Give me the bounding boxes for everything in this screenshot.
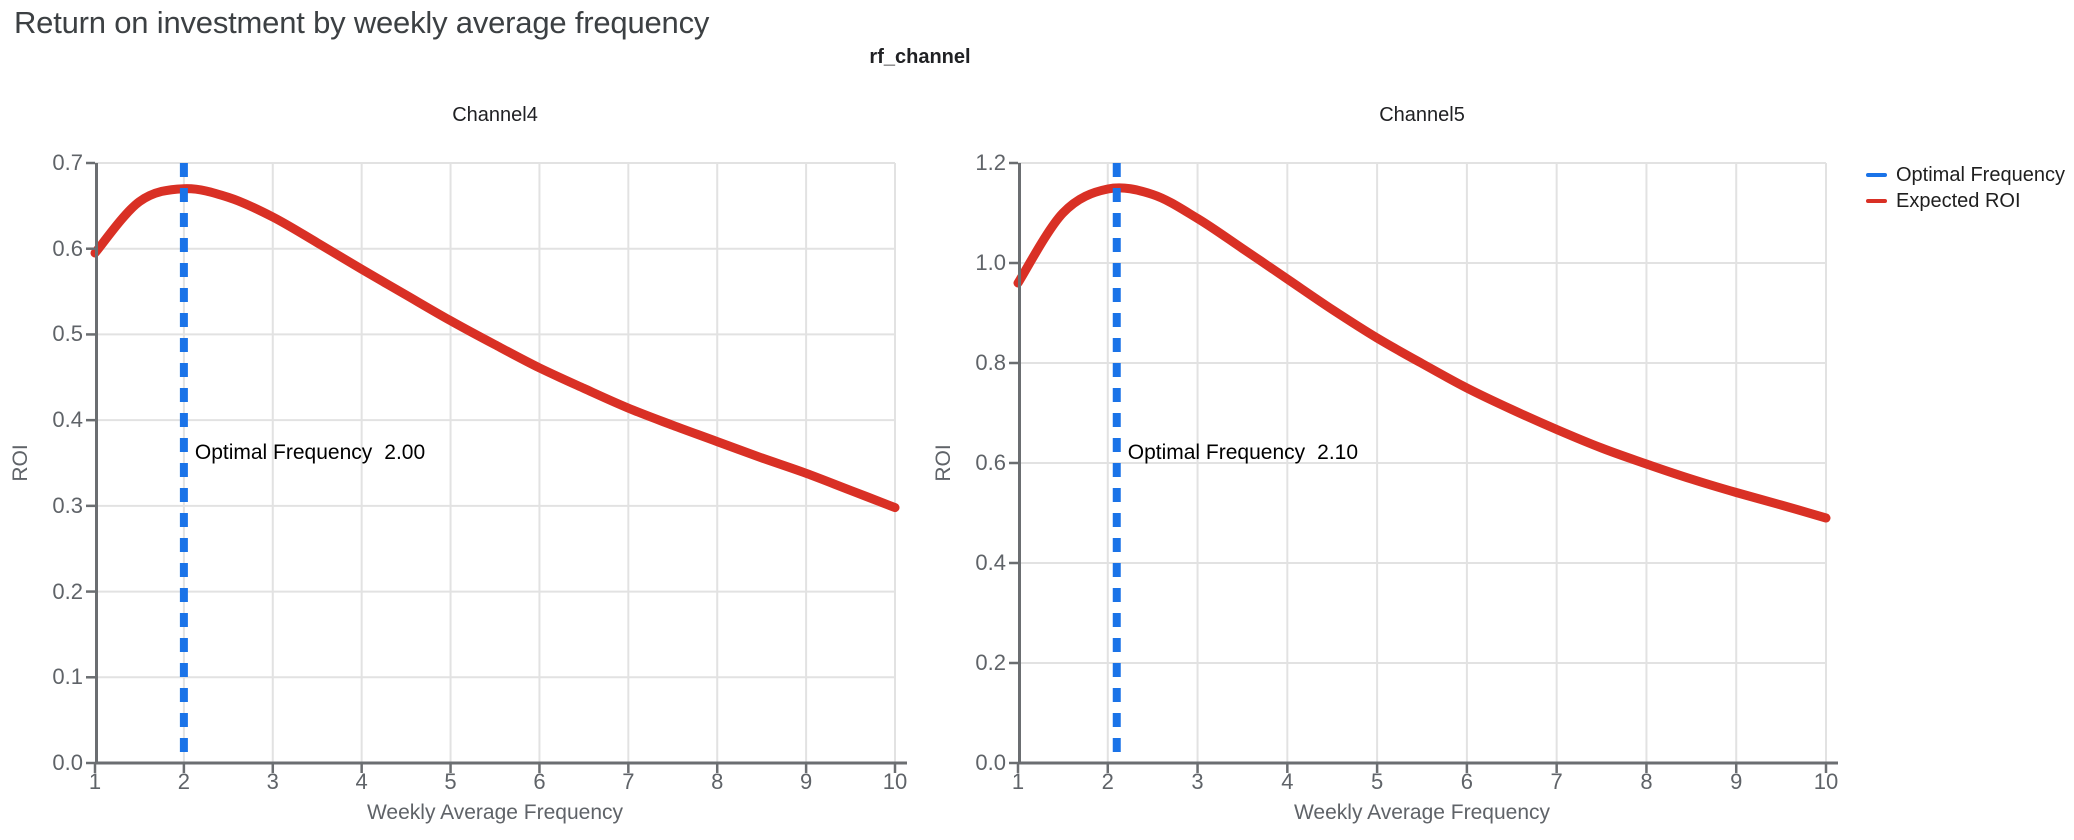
x-tick-label: 7 (622, 769, 635, 794)
y-tick-label: 0.5 (52, 321, 83, 347)
x-axis-label: Weekly Average Frequency (1293, 801, 1551, 824)
annotation-value: 2.10 (1317, 441, 1359, 464)
x-axis-label: Weekly Average Frequency (366, 801, 624, 824)
page-title: Return on investment by weekly average f… (14, 5, 710, 40)
x-tick-label: 2 (177, 769, 190, 794)
annotation-label: Optimal Frequency (194, 441, 373, 464)
plot-area (86, 161, 907, 773)
legend-item-label: Optimal Frequency (1896, 163, 2065, 186)
y-tick-label: 0.0 (52, 750, 83, 775)
x-tick-label: 10 (882, 769, 908, 794)
annotation-value: 2.00 (384, 441, 426, 464)
y-tick-label: 0.4 (975, 550, 1006, 575)
y-tick-label: 0.0 (975, 750, 1006, 775)
roi-curve (90, 184, 900, 513)
annotation-label: Optimal Frequency (1127, 441, 1306, 464)
roi-curve (1013, 183, 1831, 523)
facet-variable-title: rf_channel (869, 46, 971, 68)
plot-area (1009, 161, 1838, 773)
x-tick-label: 3 (1191, 769, 1204, 794)
x-tick-label: 6 (533, 769, 546, 794)
y-axis-label: ROI (9, 444, 32, 482)
y-tick-label: 0.3 (52, 492, 83, 518)
y-tick-label: 0.8 (975, 350, 1006, 375)
y-tick-label: 0.6 (975, 450, 1006, 475)
x-tick-label: 5 (1370, 769, 1384, 794)
legend-item-expected-roi: Expected ROI (1866, 188, 2065, 214)
y-tick-label: 0.2 (975, 650, 1006, 675)
legend-item-label: Expected ROI (1896, 189, 2021, 212)
x-tick-label: 4 (355, 769, 368, 794)
x-tick-label: 8 (1640, 769, 1653, 794)
optimal-frequency-annotation: Optimal Frequency 2.10 (1128, 441, 1358, 464)
y-tick-label: 1.2 (975, 150, 1006, 175)
x-tick-label: 1 (88, 769, 102, 794)
y-tick-label: 0.2 (52, 578, 83, 604)
x-tick-label: 6 (1460, 769, 1473, 794)
x-tick-label: 8 (711, 769, 724, 794)
x-tick-label: 1 (1011, 769, 1025, 794)
y-tick-label: 0.6 (52, 235, 83, 261)
y-tick-label: 1.0 (975, 250, 1006, 275)
y-tick-label: 0.1 (52, 664, 83, 690)
x-tick-label: 9 (799, 769, 813, 794)
x-tick-label: 9 (1730, 769, 1743, 794)
legend-item-optimal-frequency: Optimal Frequency (1866, 162, 2065, 188)
chart-title: Channel5 (1379, 104, 1465, 126)
x-tick-label: 7 (1550, 769, 1563, 794)
x-tick-label: 2 (1101, 769, 1114, 794)
x-tick-label: 3 (266, 769, 279, 794)
x-tick-label: 10 (1813, 769, 1839, 794)
chart-title: Channel4 (452, 104, 538, 126)
optimal-frequency-annotation: Optimal Frequency 2.00 (195, 441, 425, 464)
x-tick-label: 5 (444, 769, 457, 794)
x-tick-label: 4 (1281, 769, 1294, 794)
y-tick-label: 0.4 (52, 407, 83, 433)
optimal-frequency-line-icon (1866, 173, 1887, 177)
legend: Optimal Frequency Expected ROI (1866, 162, 2065, 214)
expected-roi-line-icon (1866, 199, 1887, 203)
y-tick-label: 0.7 (52, 150, 83, 175)
